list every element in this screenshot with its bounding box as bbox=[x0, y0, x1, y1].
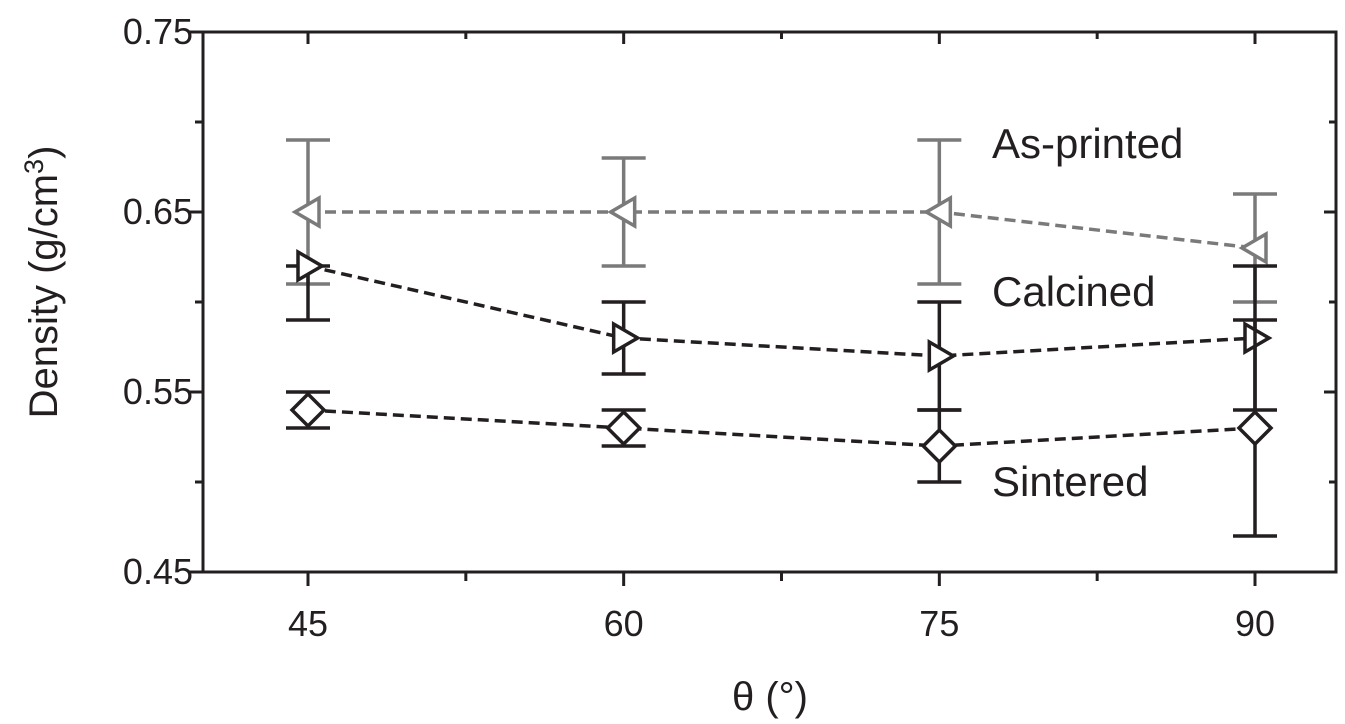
x-axis-ticks: 45 60 75 90 bbox=[288, 32, 1275, 644]
x-tick-label: 90 bbox=[1235, 603, 1275, 644]
series-line bbox=[307, 264, 1256, 358]
x-tick-label: 45 bbox=[288, 603, 328, 644]
data-point-triangle-right bbox=[296, 248, 326, 284]
data-point-triangle-left bbox=[291, 194, 321, 230]
plot-area-border bbox=[201, 30, 1338, 574]
y-axis-title-end: ) bbox=[22, 146, 66, 159]
series-label-as-printed: As-printed bbox=[992, 120, 1183, 167]
data-point-diamond bbox=[605, 409, 643, 447]
data-point-triangle-right bbox=[927, 338, 957, 374]
data-point-diamond bbox=[920, 427, 958, 465]
series-label-calcined: Calcined bbox=[992, 268, 1155, 315]
series-label-sintered: Sintered bbox=[992, 458, 1148, 505]
data-point-triangle-right bbox=[611, 320, 642, 356]
series-line bbox=[308, 210, 1256, 250]
plot-frame bbox=[201, 30, 1338, 574]
y-tick-label: 0.75 bbox=[123, 11, 193, 52]
y-axis-title-superscript: 3 bbox=[19, 159, 49, 174]
y-tick-label: 0.55 bbox=[123, 371, 193, 412]
x-tick-label: 60 bbox=[604, 603, 644, 644]
y-tick-label: 0.45 bbox=[123, 551, 193, 592]
data-point-triangle-right bbox=[1243, 320, 1273, 356]
data-point-triangle-left bbox=[1238, 230, 1268, 266]
minor-ticks bbox=[195, 32, 1336, 581]
data-point-diamond bbox=[1236, 409, 1274, 447]
series-line bbox=[307, 408, 1256, 448]
y-tick-label: 0.65 bbox=[123, 191, 193, 232]
y-axis-title-main: Density (g/cm bbox=[22, 174, 66, 419]
y-axis-title: Density (g/cm3) bbox=[19, 146, 66, 419]
series-as-printed bbox=[286, 138, 1277, 304]
series-calcined bbox=[286, 248, 1277, 412]
y-axis-ticks: 0.45 0.55 0.65 0.75 bbox=[123, 11, 1336, 592]
series-layer bbox=[286, 138, 1277, 538]
data-point-triangle-left bbox=[607, 194, 637, 230]
data-point-diamond bbox=[289, 391, 327, 429]
data-point-triangle-left bbox=[922, 194, 953, 230]
series-sintered bbox=[286, 318, 1277, 538]
x-axis-title: θ (°) bbox=[732, 675, 808, 719]
x-tick-label: 75 bbox=[919, 603, 959, 644]
